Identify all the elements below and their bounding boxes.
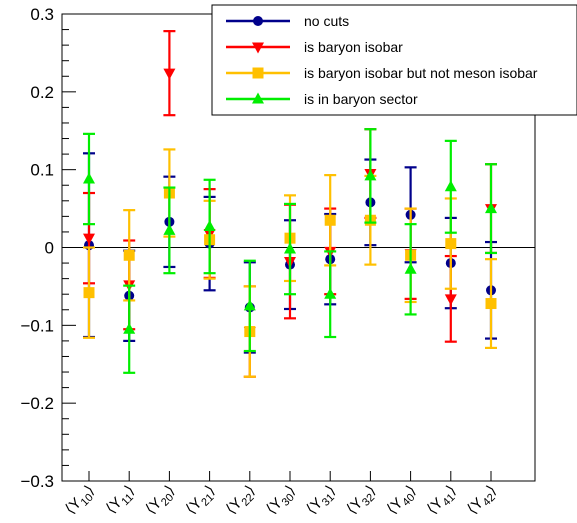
marker-triangle-up [243,299,256,311]
data-point [485,163,497,255]
data-point [485,258,497,350]
x-axis: ⟨Y10⟩⟨Y11⟩⟨Y20⟩⟨Y21⟩⟨Y22⟩⟨Y30⟩⟨Y31⟩⟨Y32⟩… [62,471,502,520]
y-tick-label: 0 [45,239,54,258]
legend: no cuts is baryon isobar is baryon isobar … [211,4,577,116]
data-point [364,128,377,224]
x-category-label: ⟨Y41⟩ [424,482,462,520]
x-category-label: ⟨Y42⟩ [464,482,502,520]
marker-triangle-up [444,180,457,192]
legend-entry: no cuts [226,13,349,29]
marker-triangle-up [364,169,377,181]
x-category-label: ⟨Y31⟩ [303,482,341,520]
data-point [83,132,95,226]
data-point [83,246,95,339]
legend-label: no cuts [304,13,349,29]
marker-triangle-up [284,242,296,254]
marker-circle [253,16,263,26]
data-point [163,186,176,275]
x-category-label: ⟨Y21⟩ [182,482,220,520]
marker-square [324,214,336,226]
data-point [404,223,417,316]
y-tick-label: −0.3 [20,472,54,491]
y-tick-label: −0.1 [20,316,54,335]
marker-triangle-up [203,219,216,231]
marker-square [123,249,135,261]
data-point [123,284,136,374]
y-tick-label: −0.2 [20,394,54,413]
x-category-label: ⟨Y20⟩ [142,482,180,520]
x-category-label: ⟨Y32⟩ [343,482,381,520]
marker-triangle-down [444,294,457,306]
legend-label: is in baryon sector [304,91,418,107]
legend-entry: is baryon isobar [226,39,403,55]
data-point [444,139,457,234]
series-is-in-baryon-sector [83,128,497,374]
marker-triangle-up [324,287,337,299]
data-point [324,250,337,339]
legend-label: is baryon isobar but not meson isobar [304,65,538,81]
marker-triangle-up [83,172,95,184]
marker-triangle-down [252,42,264,54]
marker-triangle-up [163,223,176,235]
marker-triangle-up [123,322,136,334]
y-tick-label: 0.2 [30,83,54,102]
legend-entry: is baryon isobar but not meson isobar [226,65,538,81]
data-point [203,178,216,275]
x-category-label: ⟨Y30⟩ [263,482,301,520]
x-category-label: ⟨Y22⟩ [223,482,261,520]
y-axis: −0.3 −0.2 −0.1 0 0.1 0.2 0.3 [20,5,76,491]
marker-square [83,287,95,299]
y-tick-label: 0.3 [30,5,54,24]
marker-triangle-up [252,92,264,104]
marker-triangle-down [163,68,176,80]
series-layer [83,30,497,378]
marker-triangle-up [404,262,417,274]
y-tick-label: 0.1 [30,161,54,180]
data-point [163,30,176,117]
data-point [284,202,296,296]
legend-box [211,4,577,116]
marker-triangle-up [485,202,497,214]
x-category-label: ⟨Y11⟩ [103,482,141,520]
legend-entry: is in baryon sector [226,91,418,107]
marker-triangle-down [83,233,95,245]
marker-square [485,298,497,310]
x-category-label: ⟨Y10⟩ [62,482,100,520]
marker-square [252,67,264,79]
marker-square [445,238,457,250]
data-point [243,259,256,353]
x-category-label: ⟨Y40⟩ [383,482,421,520]
legend-label: is baryon isobar [304,39,403,55]
